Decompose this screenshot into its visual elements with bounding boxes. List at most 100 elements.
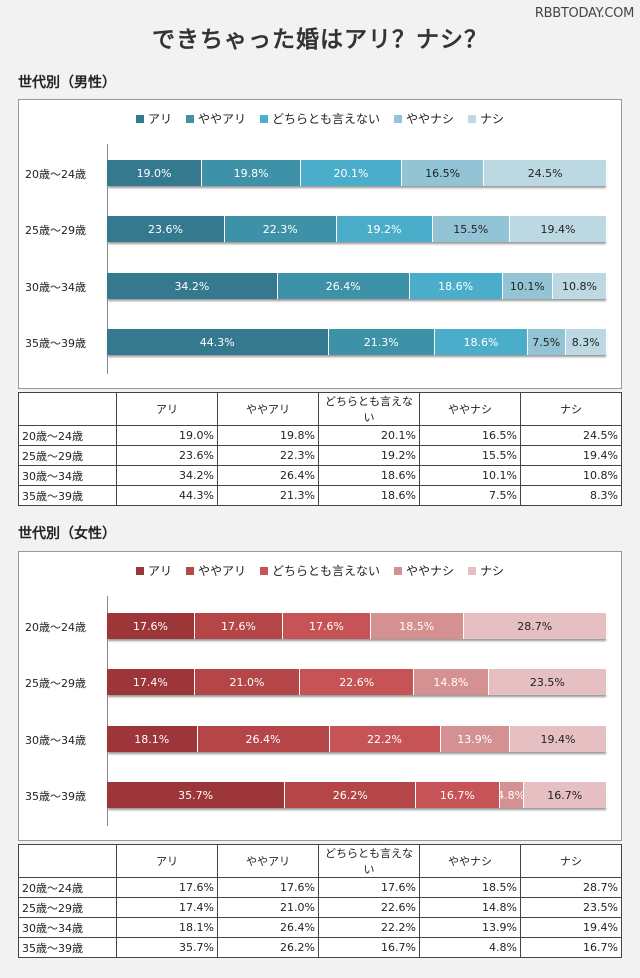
data-label-female-2-1: 26.4%	[197, 726, 330, 752]
y-axis-line	[107, 596, 108, 826]
legend-swatch	[259, 114, 268, 123]
table-row-label: 25歳～29歳	[18, 445, 117, 466]
data-label-female-0-2: 17.6%	[283, 613, 371, 639]
table-row-label: 35歳～39歳	[18, 485, 117, 506]
table-cell: 17.4%	[116, 897, 218, 918]
table-cell: 22.3%	[217, 445, 319, 466]
stacked-bar: 19.0% 19.8% 20.1% 16.5% 24.5%	[107, 160, 607, 186]
table-row: 25歳～29歳 17.4% 21.0% 22.6% 14.8% 23.5%	[18, 897, 622, 918]
legend-item: アリ	[135, 110, 172, 127]
column-header: どちらとも言えない	[318, 392, 420, 426]
table-cell: 10.8%	[520, 465, 622, 486]
table-cell: 16.7%	[520, 937, 622, 958]
legend-swatch	[394, 114, 402, 123]
row-label: 20歳～24歳	[25, 168, 86, 181]
column-header: ややアリ	[217, 844, 319, 878]
legend-item: アリ	[135, 562, 172, 579]
table-cell: 26.4%	[217, 465, 319, 486]
table-cell: 10.1%	[419, 465, 521, 486]
table-row: 20歳～24歳 17.6% 17.6% 17.6% 18.5% 28.7%	[18, 877, 622, 898]
data-label-male-3-0: 44.3%	[107, 329, 329, 355]
table-row: 20歳～24歳 19.0% 19.8% 20.1% 16.5% 24.5%	[18, 425, 622, 446]
table-row-label: 30歳～34歳	[18, 465, 117, 486]
data-label-male-1-4: 19.4%	[510, 216, 607, 242]
data-label-male-1-2: 19.2%	[336, 216, 433, 242]
data-label-female-3-2: 16.7%	[416, 782, 500, 808]
column-header: ややナシ	[419, 392, 521, 426]
data-label-male-3-1: 21.3%	[328, 329, 435, 355]
data-label-female-2-2: 22.2%	[329, 726, 441, 752]
female-legend: アリ ややアリ どちらとも言えない ややナシ ナシ	[19, 562, 621, 579]
data-label-female-2-0: 18.1%	[107, 726, 198, 752]
table-cell: 19.0%	[116, 425, 218, 446]
table-corner	[18, 392, 117, 426]
legend-label: アリ	[147, 112, 172, 126]
table-row-label: 20歳～24歳	[18, 425, 117, 446]
legend-label: ややアリ	[197, 112, 246, 126]
male-section-title: 世代別（男性）	[18, 75, 116, 91]
stacked-bar: 35.7%26.2%16.7%4.8%16.7%	[107, 782, 607, 808]
female-data-table: アリ ややアリ どちらとも言えない ややナシ ナシ 20歳～24歳 17.6% 17.6% 17…	[18, 844, 622, 958]
row-label: 35歳～39歳	[25, 337, 86, 350]
column-header: ややナシ	[419, 844, 521, 878]
table-cell: 18.1%	[116, 917, 218, 938]
data-label-female-3-1: 26.2%	[285, 782, 417, 808]
column-header: ややアリ	[217, 392, 319, 426]
legend-item: ややアリ	[185, 562, 246, 579]
table-cell: 17.6%	[318, 877, 420, 898]
data-label-male-1-3: 15.5%	[432, 216, 510, 242]
table-cell: 18.6%	[318, 465, 420, 486]
column-header: ナシ	[520, 392, 622, 426]
row-label: 20歳～24歳	[25, 621, 86, 634]
table-row: 35歳～39歳 35.7% 26.2% 16.7% 4.8% 16.7%	[18, 937, 622, 958]
table-row-label: 20歳～24歳	[18, 877, 117, 898]
table-cell: 26.2%	[217, 937, 319, 958]
column-header: アリ	[116, 392, 218, 426]
data-label-male-2-3: 10.1%	[502, 273, 554, 299]
table-row-label: 25歳～29歳	[18, 897, 117, 918]
table-cell: 19.4%	[520, 445, 622, 466]
table-cell: 19.4%	[520, 917, 622, 938]
table-cell: 23.6%	[116, 445, 218, 466]
legend-item: ナシ	[468, 110, 504, 127]
table-cell: 7.5%	[419, 485, 521, 506]
table-cell: 17.6%	[116, 877, 218, 898]
stacked-bar: 17.6% 17.6% 17.6% 18.5% 28.7%	[107, 613, 607, 639]
legend-item: ややアリ	[185, 110, 246, 127]
legend-item: どちらとも言えない	[259, 562, 380, 579]
data-label-female-1-4: 23.5%	[488, 669, 607, 695]
column-header: ナシ	[520, 844, 622, 878]
legend-label: どちらとも言えない	[271, 564, 380, 578]
data-label-female-3-4: 16.7%	[523, 782, 607, 808]
legend-swatch	[135, 566, 144, 575]
table-cell: 18.6%	[318, 485, 420, 506]
table-cell: 16.5%	[419, 425, 521, 446]
table-cell: 8.3%	[520, 485, 622, 506]
legend-label: ややアリ	[197, 564, 246, 578]
data-label-female-2-3: 13.9%	[440, 726, 510, 752]
stacked-bar: 18.1% 26.4% 22.2% 13.9% 19.4%	[107, 726, 607, 752]
data-label-male-0-1: 19.8%	[202, 160, 302, 186]
legend-label: どちらとも言えない	[271, 112, 380, 126]
legend-swatch	[468, 114, 477, 123]
data-label-female-3-3: 4.8%	[499, 782, 524, 808]
row-label: 30歳～34歳	[25, 734, 86, 747]
legend-swatch	[185, 566, 194, 575]
table-row-label: 35歳～39歳	[18, 937, 117, 958]
legend-swatch	[468, 566, 477, 575]
legend-swatch	[394, 566, 402, 575]
table-cell: 17.6%	[217, 877, 319, 898]
data-label-female-1-2: 22.6%	[300, 669, 415, 695]
page-title: できちゃった婚はアリ？ナシ？	[152, 27, 488, 53]
table-cell: 44.3%	[116, 485, 218, 506]
row-label: 25歳～29歳	[25, 677, 86, 690]
male-data-table: アリ ややアリ どちらとも言えない ややナシ ナシ 20歳～24歳 19.0% 19.8% 20…	[18, 392, 622, 506]
table-cell: 28.7%	[520, 877, 622, 898]
table-header-row: アリ ややアリ どちらとも言えない ややナシ ナシ	[18, 844, 622, 878]
table-cell: 18.5%	[419, 877, 521, 898]
data-label-male-1-0: 23.6%	[107, 216, 225, 242]
data-label-female-1-0: 17.4%	[107, 669, 195, 695]
legend-label: ややナシ	[406, 564, 455, 578]
column-header: アリ	[116, 844, 218, 878]
data-label-male-2-1: 26.4%	[277, 273, 410, 299]
